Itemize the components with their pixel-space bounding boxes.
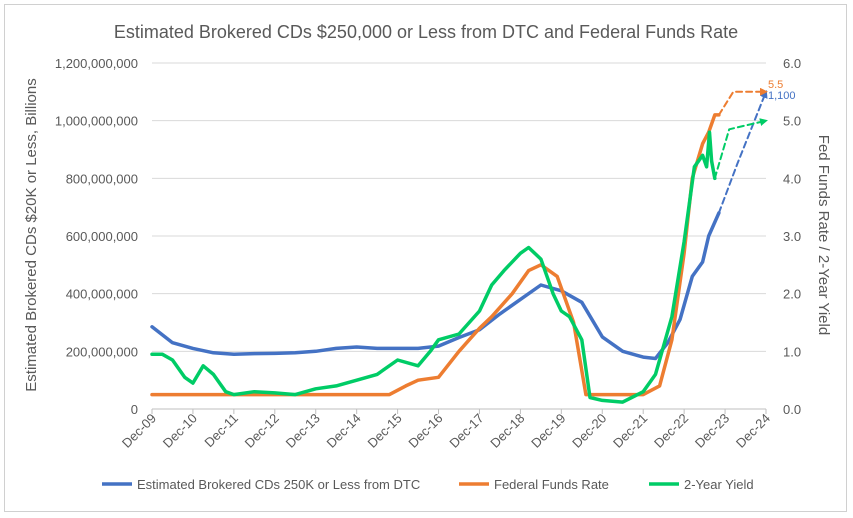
- series-line: [150, 113, 721, 397]
- x-tick-label: Dec-24: [733, 411, 773, 451]
- y-tick-label-right: 1.0: [783, 344, 801, 359]
- x-tick-label: Dec-12: [242, 411, 282, 451]
- y-tick-label-right: 0.0: [783, 402, 801, 417]
- x-tick-label: Dec-10: [160, 411, 200, 451]
- x-tick-label: Dec-18: [487, 411, 527, 451]
- annotations: 5.51,100: [768, 79, 796, 102]
- series-projection-line: [713, 118, 768, 180]
- y-tick-label-left: 1,000,000,000: [55, 114, 138, 129]
- y-tick-label-right: 6.0: [783, 56, 801, 71]
- y-tick-label-right: 2.0: [783, 287, 801, 302]
- legend: Estimated Brokered CDs 250K or Less from…: [102, 477, 754, 492]
- series-projection-line: [717, 89, 768, 214]
- y-tick-label-left: 800,000,000: [66, 171, 138, 186]
- y-tick-label-right: 3.0: [783, 229, 801, 244]
- y-ticks-right: 0.0 1.0 2.0 3.0 4.0 5.0 6.0: [783, 56, 801, 417]
- gridlines: [152, 62, 766, 410]
- x-tick-label: Dec-17: [446, 411, 486, 451]
- y-axis-right-label: Fed Funds Rate / 2-Year Yield: [815, 135, 832, 335]
- y-axis-left-label: Estimated Brokered CDs $20K or Less, Bil…: [23, 78, 40, 391]
- x-tick-label: Dec-21: [610, 411, 650, 451]
- y-tick-label-left: 600,000,000: [66, 229, 138, 244]
- series-lines: [150, 87, 768, 404]
- series-line: [150, 211, 721, 361]
- legend-label: Estimated Brokered CDs 250K or Less from…: [137, 477, 420, 492]
- y-tick-label-left: 0: [131, 402, 138, 417]
- x-tick-label: Dec-20: [569, 411, 609, 451]
- y-tick-label-left: 400,000,000: [66, 287, 138, 302]
- x-tick-label: Dec-16: [405, 411, 445, 451]
- y-tick-label-left: 200,000,000: [66, 344, 138, 359]
- legend-label: Federal Funds Rate: [494, 477, 609, 492]
- x-tick-label: Dec-11: [201, 411, 241, 451]
- legend-label: 2-Year Yield: [684, 477, 754, 492]
- data-annotation: 1,100: [768, 90, 796, 102]
- x-tick-label: Dec-14: [324, 411, 364, 451]
- series-line: [150, 130, 717, 404]
- x-tick-label: Dec-19: [528, 411, 568, 451]
- chart-title: Estimated Brokered CDs $250,000 or Less …: [114, 22, 738, 42]
- y-ticks-left: 0 200,000,000 400,000,000 600,000,000 800,00…: [55, 56, 138, 417]
- y-tick-label-right: 4.0: [783, 171, 801, 186]
- series-projection-line: [717, 87, 768, 116]
- x-tick-label: Dec-15: [364, 411, 404, 451]
- y-tick-label-right: 5.0: [783, 114, 801, 129]
- x-tick-label: Dec-13: [283, 411, 323, 451]
- x-tick-label: Dec-09: [119, 411, 159, 451]
- y-tick-label-left: 1,200,000,000: [55, 56, 138, 71]
- x-tick-label: Dec-23: [692, 411, 732, 451]
- x-tick-label: Dec-22: [651, 411, 691, 451]
- data-annotation: 5.5: [768, 79, 783, 91]
- chart-frame: [4, 4, 847, 512]
- x-ticks: Dec-09 Dec-10 Dec-11 Dec-12 Dec-13 Dec-14 Dec-…: [119, 409, 773, 451]
